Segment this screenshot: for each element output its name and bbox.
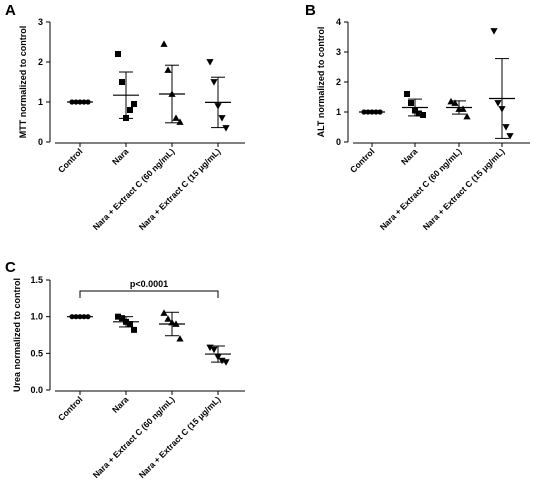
y-tick-label: 0.5 <box>30 348 43 358</box>
x-tick-label: Control <box>348 146 376 174</box>
x-tick-label: Nara + Extract C (60 ng/mL) <box>91 394 177 480</box>
y-tick-label: 0.0 <box>30 385 43 395</box>
data-point <box>459 105 467 112</box>
significance-label: p<0.0001 <box>130 279 168 289</box>
data-point <box>463 112 471 120</box>
y-tick-label: 1.0 <box>30 312 43 322</box>
data-point <box>494 100 502 107</box>
x-tick-label: Nara + Extract C (15 μg/mL) <box>137 146 223 232</box>
data-point <box>222 359 230 366</box>
data-point <box>115 51 121 57</box>
x-tick-label: Control <box>56 146 84 174</box>
data-point <box>127 107 133 113</box>
x-tick-label: Nara + Extract C (60 ng/mL) <box>378 146 464 232</box>
x-tick-label: Nara + Extract C (15 μg/mL) <box>137 394 223 480</box>
panel-letter-b: B <box>305 2 316 19</box>
data-point <box>218 115 226 122</box>
data-point <box>506 133 514 140</box>
y-tick-label: 2 <box>336 77 341 87</box>
data-point <box>115 313 121 320</box>
x-tick-label: Nara <box>110 146 131 167</box>
data-point <box>447 97 455 105</box>
x-tick-label: Nara + Extract C (15 μg/mL) <box>421 146 507 232</box>
y-tick-label: 3 <box>336 47 341 57</box>
data-point <box>131 101 137 107</box>
data-point <box>404 91 410 97</box>
data-point <box>164 315 172 322</box>
data-point <box>222 125 230 132</box>
data-point <box>210 79 218 86</box>
x-tick-label: Nara <box>399 146 420 167</box>
y-tick-label: 1 <box>336 107 341 117</box>
data-point <box>164 66 172 73</box>
panel-letter-c: C <box>5 259 16 276</box>
y-tick-label: 2 <box>38 57 43 67</box>
data-point <box>416 110 422 117</box>
y-tick-label: 4 <box>336 17 341 27</box>
data-point <box>206 59 214 66</box>
data-point <box>176 335 184 342</box>
data-point <box>160 40 168 47</box>
data-point <box>490 28 498 35</box>
y-axis-label: Urea normalized to control <box>12 278 22 392</box>
data-point <box>131 326 137 333</box>
data-point <box>420 112 426 118</box>
data-point <box>210 346 218 354</box>
panel-letter-a: A <box>5 2 16 19</box>
data-point <box>451 99 459 106</box>
y-tick-label: 0 <box>336 137 341 147</box>
data-point <box>119 79 125 85</box>
data-point <box>408 100 414 106</box>
x-tick-label: Nara <box>110 394 131 415</box>
y-tick-label: 0 <box>38 137 43 147</box>
data-point <box>172 114 180 121</box>
y-tick-label: 1 <box>38 97 43 107</box>
x-tick-label: Nara + Extract C (60 ng/mL) <box>91 146 177 232</box>
data-point <box>502 124 510 131</box>
data-point <box>119 315 125 322</box>
significance-bracket <box>79 290 219 298</box>
y-tick-label: 1.5 <box>30 275 43 285</box>
x-tick-label: Control <box>56 394 84 422</box>
y-tick-label: 3 <box>38 17 43 27</box>
y-axis-label: ALT normalized to control <box>316 27 326 138</box>
y-axis-label: MTT normalized to control <box>18 26 28 139</box>
chart-panel-c: 0.0 0.5 1.0 1.5 Urea normalized to control Co… <box>12 275 245 480</box>
data-point <box>127 321 133 327</box>
data-point <box>160 309 168 316</box>
